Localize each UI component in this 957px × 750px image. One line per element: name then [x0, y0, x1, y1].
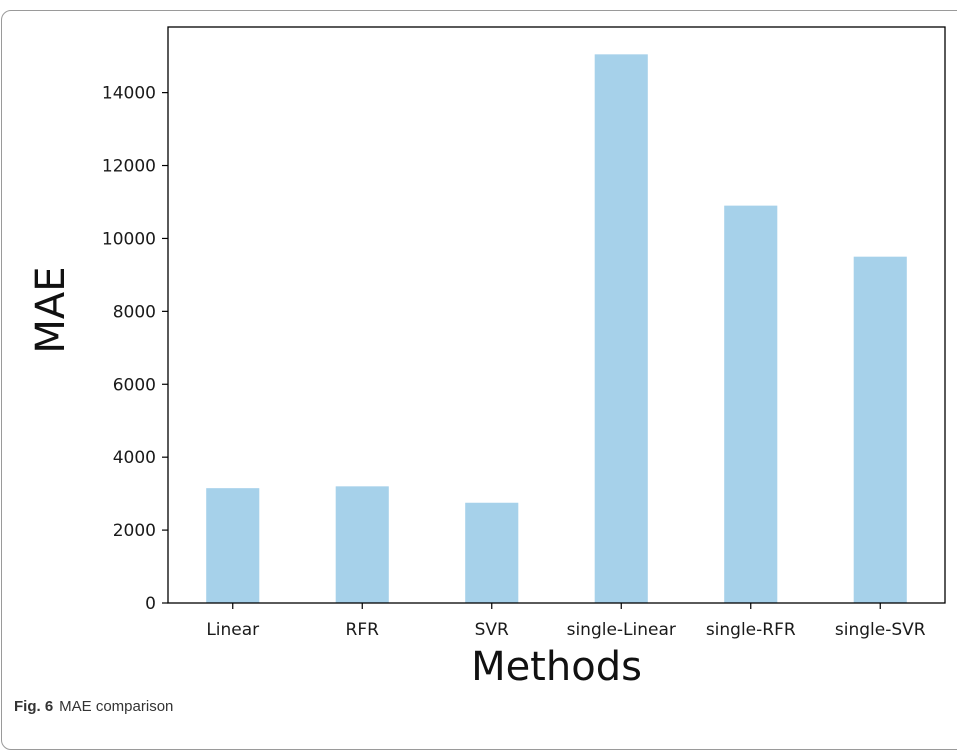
x-axis-title: Methods: [471, 644, 642, 690]
caption-text: MAE comparison: [59, 698, 173, 715]
bar-single-rfr: [724, 206, 777, 603]
plot-area-frame: [168, 27, 945, 603]
x-axis-ticks: Linear RFR SVR single-Linear single-RFR singl…: [206, 603, 925, 640]
bar-svr: [465, 503, 518, 603]
x-tick-label: single-RFR: [706, 620, 796, 640]
y-tick-label: 10000: [102, 229, 156, 249]
y-axis-ticks: 0 2000 4000 6000 8000 10000 12000 14000: [102, 84, 168, 614]
y-tick-label: 12000: [102, 157, 156, 177]
y-tick-label: 8000: [113, 302, 156, 322]
x-tick-label: SVR: [475, 620, 509, 640]
x-tick-label: RFR: [346, 620, 380, 640]
bar-single-svr: [854, 257, 907, 603]
y-tick-label: 0: [145, 594, 156, 614]
x-tick-label: single-Linear: [567, 620, 676, 640]
y-axis-title: MAE: [28, 266, 74, 353]
y-tick-label: 6000: [113, 375, 156, 395]
figure-caption: Fig. 6 MAE comparison: [14, 698, 173, 715]
x-tick-label: single-SVR: [835, 620, 926, 640]
y-tick-label: 14000: [102, 84, 156, 104]
x-tick-label: Linear: [206, 620, 259, 640]
bar-chart: 0 2000 4000 6000 8000 10000 12000 14000 Linear R…: [0, 0, 957, 690]
y-tick-label: 4000: [113, 448, 156, 468]
bar-rfr: [336, 486, 389, 603]
bar-single-linear: [595, 54, 648, 603]
y-tick-label: 2000: [113, 521, 156, 541]
bars-group: [206, 54, 907, 603]
figure-number: Fig. 6: [14, 698, 53, 715]
bar-linear: [206, 488, 259, 603]
